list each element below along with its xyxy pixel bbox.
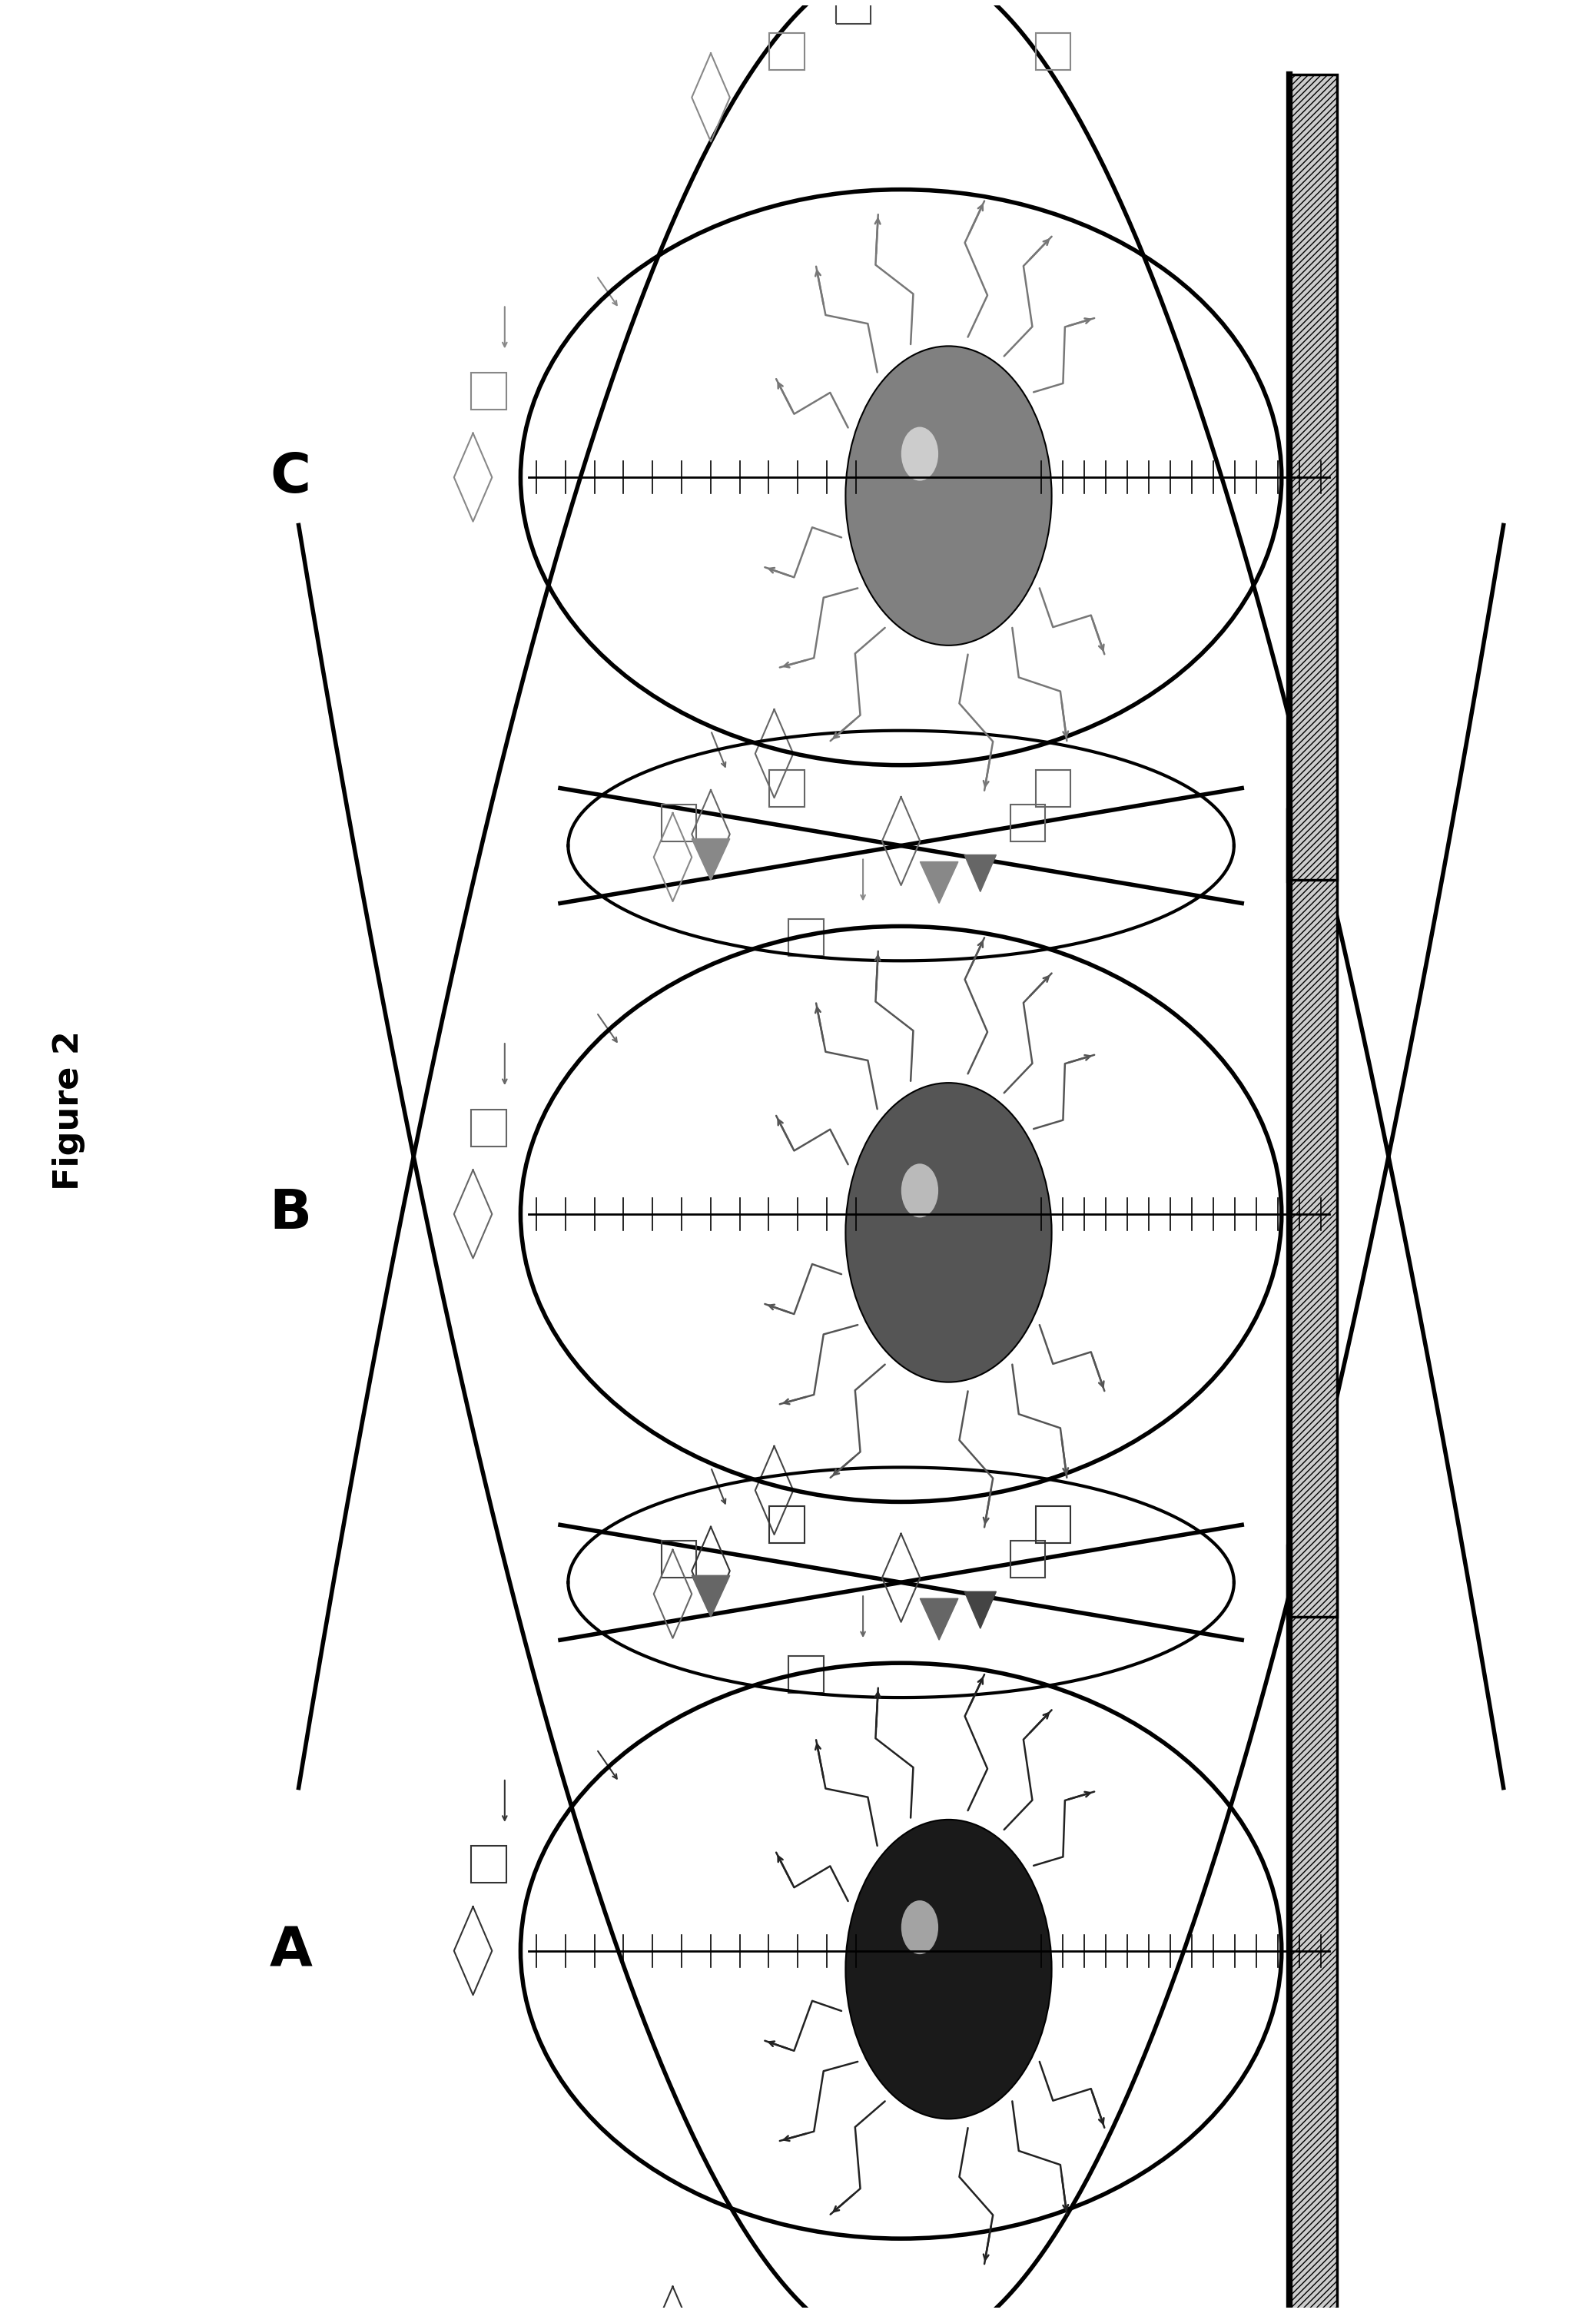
Bar: [1036, 32, 1071, 69]
Bar: [769, 32, 804, 69]
Circle shape: [902, 1901, 938, 1954]
Circle shape: [902, 428, 938, 481]
Bar: [1010, 1540, 1045, 1577]
Bar: [1036, 770, 1071, 807]
Polygon shape: [919, 863, 958, 904]
Bar: [1290, 812, 1337, 1617]
Bar: [471, 1110, 506, 1147]
Text: Figure 2: Figure 2: [53, 1032, 85, 1191]
Polygon shape: [691, 1575, 729, 1617]
Circle shape: [881, 398, 1015, 592]
Bar: [662, 805, 696, 842]
Polygon shape: [691, 840, 729, 881]
Bar: [662, 1540, 696, 1577]
Circle shape: [846, 1082, 1052, 1383]
Text: A: A: [270, 1924, 313, 1978]
Bar: [1010, 805, 1045, 842]
Circle shape: [881, 1136, 1015, 1330]
Bar: [1290, 74, 1337, 881]
Bar: [788, 1656, 824, 1693]
Polygon shape: [919, 1598, 958, 1640]
Text: C: C: [270, 451, 311, 504]
Bar: [1290, 1547, 1337, 2313]
Polygon shape: [964, 1591, 996, 1628]
Polygon shape: [964, 856, 996, 893]
Bar: [769, 1506, 804, 1543]
Circle shape: [846, 1820, 1052, 2119]
Circle shape: [902, 1163, 938, 1217]
Bar: [836, 0, 871, 23]
Bar: [471, 372, 506, 409]
Circle shape: [881, 1871, 1015, 2066]
Text: B: B: [270, 1187, 311, 1240]
Bar: [1036, 1506, 1071, 1543]
Bar: [788, 918, 824, 955]
Circle shape: [846, 347, 1052, 645]
Bar: [471, 1846, 506, 1883]
Bar: [769, 770, 804, 807]
